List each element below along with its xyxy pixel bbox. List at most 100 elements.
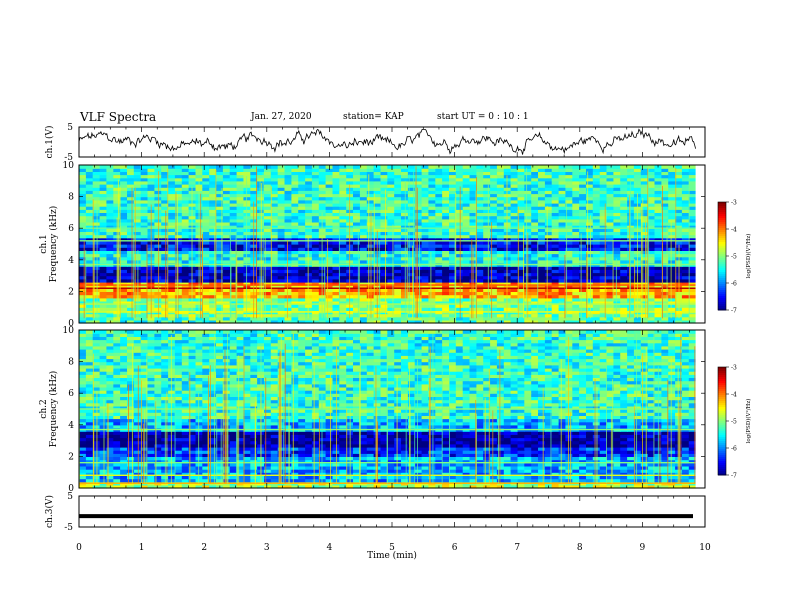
spectrogram-cell	[558, 247, 567, 251]
spectrogram-cell	[85, 285, 94, 289]
spectrogram-cell	[517, 234, 525, 239]
spectrogram-cell	[339, 165, 347, 169]
spectrogram-cell	[380, 193, 388, 198]
colorbar-swatch	[718, 272, 726, 275]
spectrogram-cell	[318, 174, 327, 179]
spectrogram-cell	[524, 209, 532, 213]
spectrogram-cell	[428, 190, 436, 195]
spectrogram-cell	[613, 291, 621, 296]
spectrogram-cell	[688, 209, 697, 213]
spectrogram-cell	[613, 304, 621, 308]
colorbar-swatch	[718, 244, 726, 247]
spectrogram-cell	[174, 218, 183, 223]
spectrogram-cell	[558, 300, 567, 305]
spectrogram-cell	[366, 180, 375, 185]
colorbar-label: log(PSD)(V²/Hz)	[745, 234, 752, 279]
spectrogram-cell	[558, 212, 567, 217]
spectrogram-cell	[133, 244, 142, 248]
spectrogram-cell	[332, 209, 340, 213]
spectrogram-cell	[277, 193, 286, 198]
spectrogram-cell	[298, 247, 306, 251]
spectrogram-cell	[284, 177, 292, 182]
spectrogram-cell	[565, 288, 573, 292]
spectrogram-cell	[133, 218, 142, 223]
spectrogram-cell	[79, 281, 87, 286]
spectrogram-cell	[401, 168, 409, 172]
spectrogram-cell	[668, 187, 676, 191]
spectrogram-cell	[606, 275, 614, 280]
spectrogram-cell	[277, 190, 286, 195]
spectrogram-cell	[380, 168, 388, 172]
spectrogram-cell	[599, 253, 608, 258]
spectrogram-cell	[133, 240, 142, 245]
spectrogram-cell	[455, 196, 464, 201]
spectrogram-cell	[449, 206, 457, 210]
spectrogram-cell	[414, 259, 423, 264]
spectrogram-cell	[688, 231, 697, 236]
spectrogram-cell	[387, 319, 395, 324]
spectrogram-cell	[517, 278, 525, 283]
spectrogram-cell	[544, 199, 553, 204]
spectrogram-cell	[79, 297, 87, 302]
spectrogram-cell	[264, 190, 272, 195]
spectrogram-cell	[490, 244, 498, 248]
spectrogram-cell	[106, 218, 114, 223]
spectrogram-cell	[620, 225, 628, 229]
spectrogram-cell	[332, 484, 340, 489]
spectrogram-cell	[209, 319, 217, 324]
spectrogram-cell	[120, 307, 128, 311]
spectrogram-cell	[647, 240, 656, 245]
spectrogram-cell	[147, 171, 155, 176]
spectrogram-cell	[510, 234, 519, 239]
spectrogram-cell	[92, 256, 101, 261]
spectrogram-cell	[551, 294, 560, 299]
spectrogram-cell	[531, 304, 539, 308]
spectrogram-cell	[469, 180, 477, 185]
colorbar-swatch	[718, 262, 726, 265]
spectrogram-cell	[250, 165, 258, 169]
colorbar-swatch	[718, 300, 726, 303]
spectrogram-cell	[270, 272, 279, 277]
spectrogram-cell	[490, 221, 498, 226]
spectrogram-cell	[442, 199, 450, 204]
station-label: station= KAP	[343, 112, 404, 122]
spectrogram-cell	[647, 313, 656, 318]
spectrogram-cell	[387, 285, 395, 289]
spectrogram-cell	[442, 304, 450, 308]
spectrogram-cell	[442, 281, 450, 286]
spectrogram-cell	[284, 291, 292, 296]
spectrogram-cell	[462, 266, 471, 270]
spectrogram-cell	[633, 316, 642, 321]
spectrogram-cell	[92, 221, 101, 226]
spectrogram-cell	[298, 218, 306, 223]
spectrogram-cell	[538, 278, 546, 283]
spectrogram-cell	[414, 171, 423, 176]
spectrogram-cell	[579, 177, 587, 182]
colorbar-swatch	[718, 202, 726, 205]
spectrogram-cell	[181, 231, 190, 236]
spectrogram-cell	[325, 177, 334, 182]
spectrogram-cell	[236, 206, 245, 210]
spectrogram-cell	[99, 281, 108, 286]
spectrogram-cell	[449, 209, 457, 213]
spectrogram-cell	[85, 278, 94, 283]
spectrogram-cell	[675, 202, 683, 207]
spectrogram-cell	[257, 300, 265, 305]
spectrogram-cell	[161, 285, 169, 289]
spectrogram-cell	[161, 244, 169, 248]
spectrogram-cell	[236, 259, 245, 264]
spectrogram-cell	[476, 168, 484, 172]
spectrogram-cell	[236, 225, 245, 229]
spectrogram-cell	[428, 291, 436, 296]
spectrogram-cell	[510, 319, 519, 324]
spectrogram-cell	[455, 285, 464, 289]
spectrogram-cell	[572, 199, 580, 204]
spectrogram-cell	[154, 199, 162, 204]
colorbar-swatch	[718, 222, 726, 225]
spectrogram-cell	[620, 209, 628, 213]
spectrogram-cell	[127, 218, 135, 223]
spectrogram-cell	[127, 250, 135, 255]
spectrogram-cell	[620, 187, 628, 191]
spectrogram-cell	[373, 209, 382, 213]
spectrogram-cell	[551, 266, 560, 270]
